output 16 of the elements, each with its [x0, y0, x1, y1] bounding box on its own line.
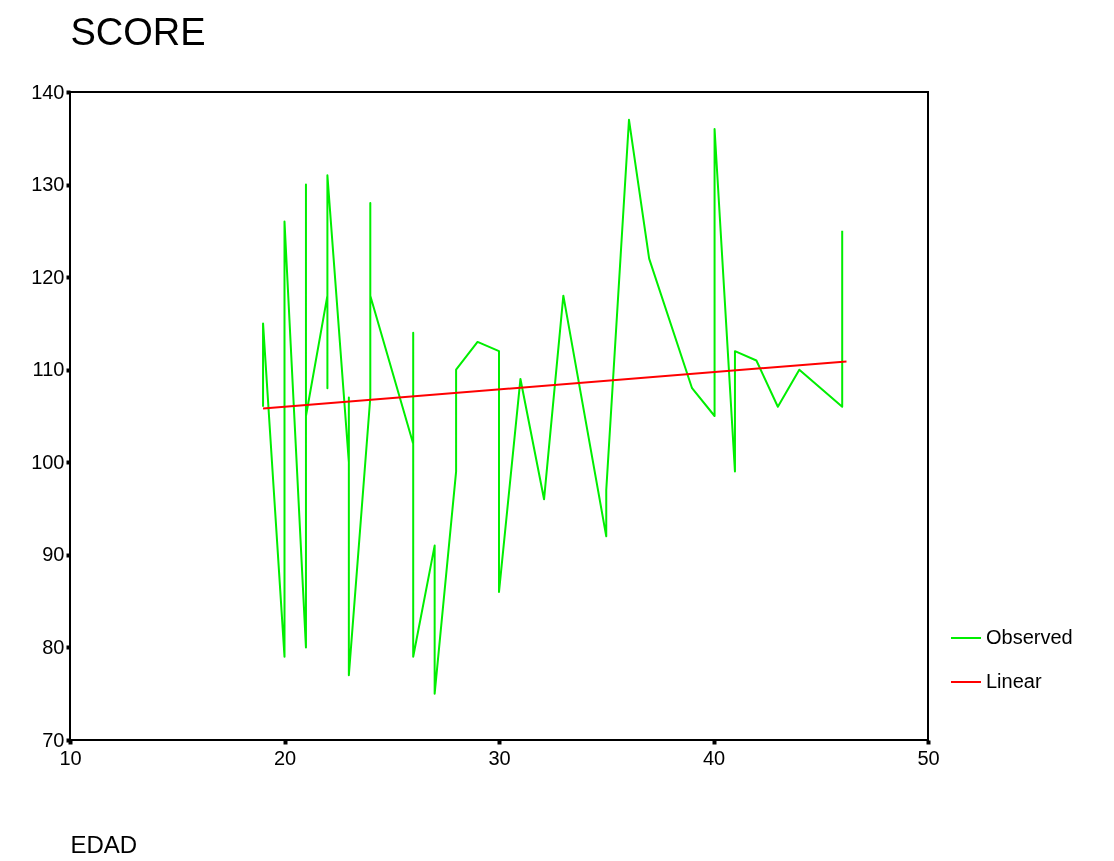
legend-label: Linear	[986, 670, 1042, 692]
y-tick-label: 80	[42, 635, 65, 658]
line-series	[262, 118, 844, 695]
y-tick-label: 130	[31, 173, 65, 196]
x-tick-label: 20	[273, 746, 297, 769]
x-tick-label: 50	[917, 746, 940, 769]
y-tick-label: 100	[31, 450, 65, 473]
x-tick-label: 40	[702, 746, 726, 769]
y-axis-title: SCORE	[70, 10, 206, 53]
legend-label: Observed	[986, 626, 1073, 648]
y-tick-label: 120	[31, 265, 65, 288]
x-tick-label: 30	[488, 746, 511, 769]
x-axis-title: EDAD	[70, 830, 138, 858]
y-tick-label: 110	[32, 358, 65, 381]
y-tick-label: 90	[42, 543, 65, 566]
y-tick-label: 140	[31, 80, 65, 103]
